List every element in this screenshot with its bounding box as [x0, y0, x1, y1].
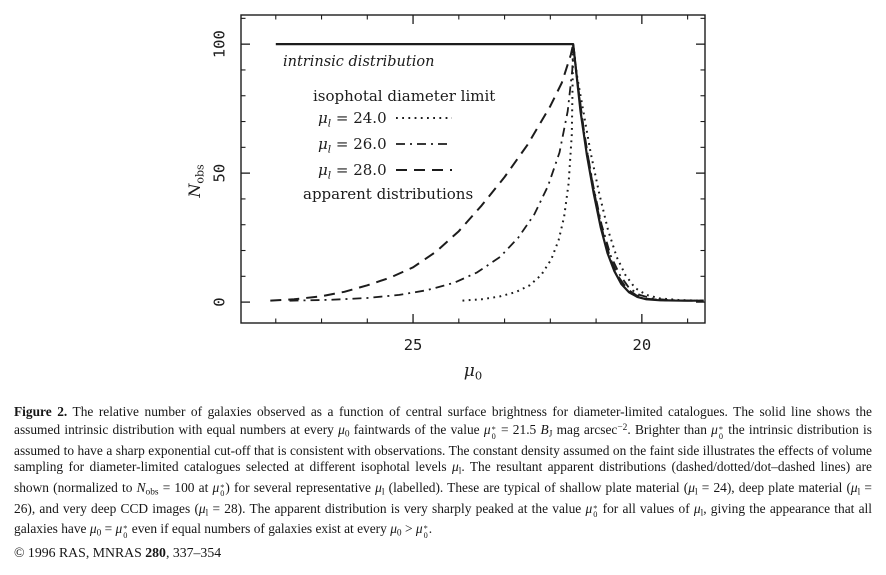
sup-sub-stack: * 0	[718, 424, 724, 441]
figure-2-plot: 25 20 0 50 100 Nobs μ0 intrinsic distribution is…	[185, 14, 706, 383]
series-dashdot	[289, 43, 704, 302]
copyright-line: © 1996 RAS, MNRAS 280, 337–354	[14, 545, 222, 560]
plot-frame	[240, 14, 706, 324]
y-axis-title: Nobs	[185, 164, 207, 199]
legend-entry-28.0: μl = 28.0	[318, 161, 387, 182]
legend-entry-24.0: μl = 24.0	[318, 109, 387, 130]
y-tick-label: 50	[211, 164, 229, 183]
sup-sub-stack: * 0	[423, 524, 428, 541]
sup-sub-stack: * 0	[593, 503, 598, 520]
figure-caption: Figure 2. The relative number of galaxie…	[14, 404, 873, 541]
legend-entry-26.0: μl = 26.0	[318, 135, 387, 156]
series-dashed	[270, 43, 704, 302]
sup-sub-stack: * 0	[220, 482, 225, 499]
sup-sub-stack: * 0	[123, 524, 128, 541]
y-tick-label: 100	[211, 30, 229, 58]
legend-title: isophotal diameter limit	[313, 87, 495, 105]
y-tick-label: 0	[211, 297, 229, 306]
sup-sub-stack: * 0	[491, 424, 496, 441]
x-tick-label: 25	[404, 336, 423, 354]
x-axis-title: μ0	[464, 361, 482, 383]
series-dotted	[462, 43, 704, 302]
legend-apparent-label: apparent distributions	[303, 185, 473, 203]
x-tick-label: 20	[633, 336, 652, 354]
figure-2-area: 25 20 0 50 100 Nobs μ0 intrinsic distribution is…	[185, 14, 706, 383]
legend-intrinsic-label: intrinsic distribution	[283, 54, 434, 70]
